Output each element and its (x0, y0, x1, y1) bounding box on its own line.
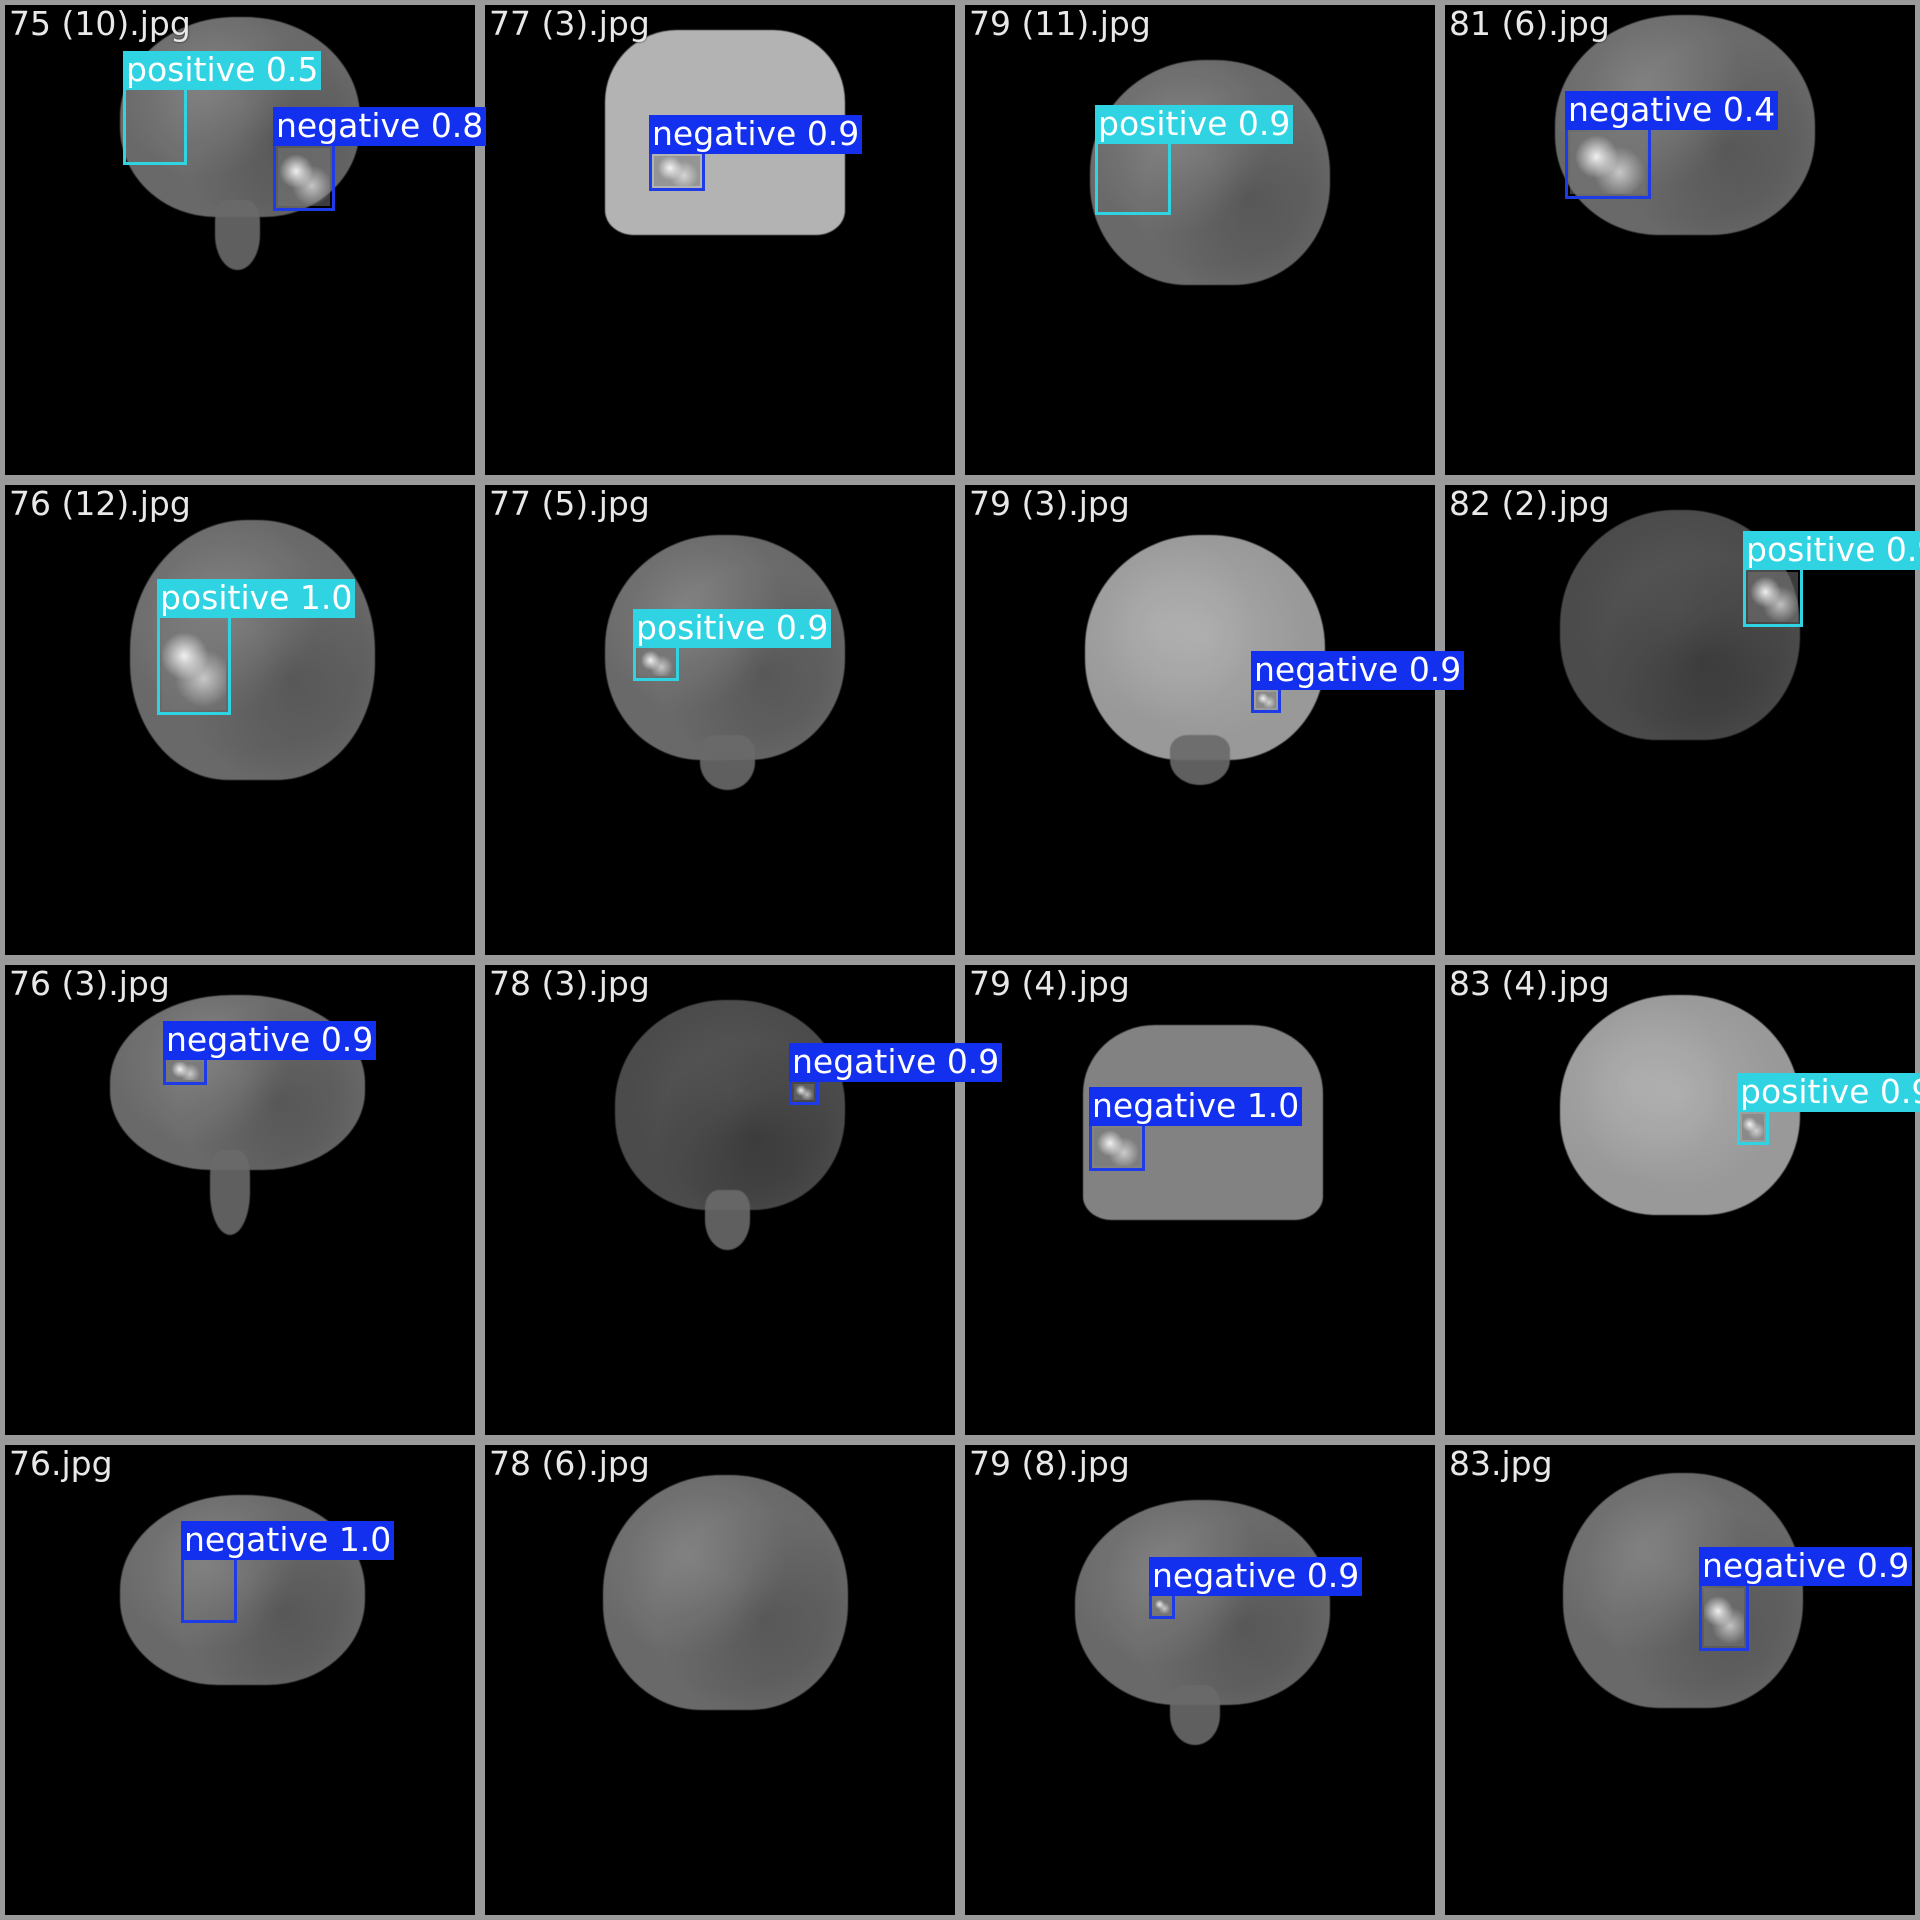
detection-label: positive 0.9 (1743, 530, 1920, 570)
tile-filename: 79 (4).jpg (969, 964, 1130, 1003)
mri-scan (615, 1000, 845, 1210)
tile-filename: 78 (3).jpg (489, 964, 650, 1003)
image-tile: 79 (3).jpg negative 0.9 (960, 480, 1465, 960)
detection-box-positive: positive 0.9 (1743, 530, 1920, 627)
detection-box-positive: positive 1.0 (157, 578, 356, 715)
image-tile: 78 (3).jpg negative 0.9 (480, 960, 1003, 1440)
detection-label: positive 0.9 (1095, 104, 1294, 144)
mri-scan (603, 1475, 848, 1710)
image-tile: 78 (6).jpg (480, 1440, 960, 1920)
detection-label: negative 0.9 (1149, 1556, 1363, 1596)
detection-label: negative 0.4 (1565, 90, 1779, 130)
tile-filename: 76 (12).jpg (9, 484, 191, 523)
image-tile: 76 (3).jpg negative 0.9 (0, 960, 480, 1440)
image-tile: 77 (5).jpg positive 0.9 (480, 480, 960, 960)
image-tile: 83 (4).jpg positive 0.9 (1440, 960, 1920, 1440)
image-tile: 76.jpg negative 1.0 (0, 1440, 480, 1920)
detection-label: positive 0.9 (633, 608, 832, 648)
detection-box-positive: positive 0.5 (123, 50, 322, 165)
tile-filename: 75 (10).jpg (9, 4, 191, 43)
tile-filename: 83 (4).jpg (1449, 964, 1610, 1003)
detection-box-negative: negative 0.9 (163, 1020, 377, 1085)
tile-filename: 79 (11).jpg (969, 4, 1151, 43)
detection-box-positive: positive 0.9 (1095, 104, 1294, 215)
detection-box-negative: negative 1.0 (1089, 1086, 1303, 1171)
detection-box-negative: negative 0.9 (1699, 1546, 1913, 1651)
image-tile: 83.jpg negative 0.9 (1440, 1440, 1920, 1920)
detection-box-negative: negative 0.4 (1565, 90, 1779, 199)
detection-box-positive: positive 0.9 (633, 608, 832, 681)
detection-box-negative: negative 0.9 (1251, 650, 1465, 713)
mri-scan (1563, 1473, 1803, 1708)
detection-box-negative: negative 0.9 (789, 1042, 1003, 1105)
tile-filename: 76 (3).jpg (9, 964, 170, 1003)
detection-box-negative: negative 1.0 (181, 1520, 395, 1623)
detection-label: negative 0.9 (789, 1042, 1003, 1082)
image-tile: 76 (12).jpg positive 1.0 (0, 480, 480, 960)
detection-label: positive 0.9 (1737, 1072, 1920, 1112)
image-tile: 81 (6).jpg negative 0.4 (1440, 0, 1920, 480)
detection-label: negative 1.0 (181, 1520, 395, 1560)
detection-label: negative 0.9 (1699, 1546, 1913, 1586)
detection-box-positive: positive 0.9 (1737, 1072, 1920, 1145)
image-tile: 82 (2).jpg positive 0.9 (1440, 480, 1920, 960)
detection-box-negative: negative 0.9 (649, 114, 863, 191)
detection-label: negative 0.9 (163, 1020, 377, 1060)
detection-label: negative 0.9 (649, 114, 863, 154)
tile-filename: 83.jpg (1449, 1444, 1553, 1483)
image-tile: 79 (11).jpg positive 0.9 (960, 0, 1440, 480)
mri-scan (1085, 535, 1325, 760)
tile-filename: 79 (3).jpg (969, 484, 1130, 523)
tile-filename: 76.jpg (9, 1444, 113, 1483)
tile-filename: 81 (6).jpg (1449, 4, 1610, 43)
tile-filename: 78 (6).jpg (489, 1444, 650, 1483)
detection-box-negative: negative 0.9 (1149, 1556, 1363, 1619)
tile-filename: 82 (2).jpg (1449, 484, 1610, 523)
detection-label: negative 0.8 (273, 106, 487, 146)
tile-filename: 77 (3).jpg (489, 4, 650, 43)
mri-scan (1075, 1500, 1330, 1705)
mri-scan (1560, 510, 1800, 740)
tile-filename: 77 (5).jpg (489, 484, 650, 523)
mri-scan (1090, 60, 1330, 285)
detection-label: positive 1.0 (157, 578, 356, 618)
detection-box-negative: negative 0.8 (273, 106, 487, 211)
tile-filename: 79 (8).jpg (969, 1444, 1130, 1483)
image-tile: 75 (10).jpg positive 0.5 negative 0.8 (0, 0, 487, 480)
detection-label: positive 0.5 (123, 50, 322, 90)
image-tile: 79 (4).jpg negative 1.0 (960, 960, 1440, 1440)
image-tile: 77 (3).jpg negative 0.9 (480, 0, 960, 480)
detection-label: negative 0.9 (1251, 650, 1465, 690)
image-tile: 79 (8).jpg negative 0.9 (960, 1440, 1440, 1920)
detection-label: negative 1.0 (1089, 1086, 1303, 1126)
